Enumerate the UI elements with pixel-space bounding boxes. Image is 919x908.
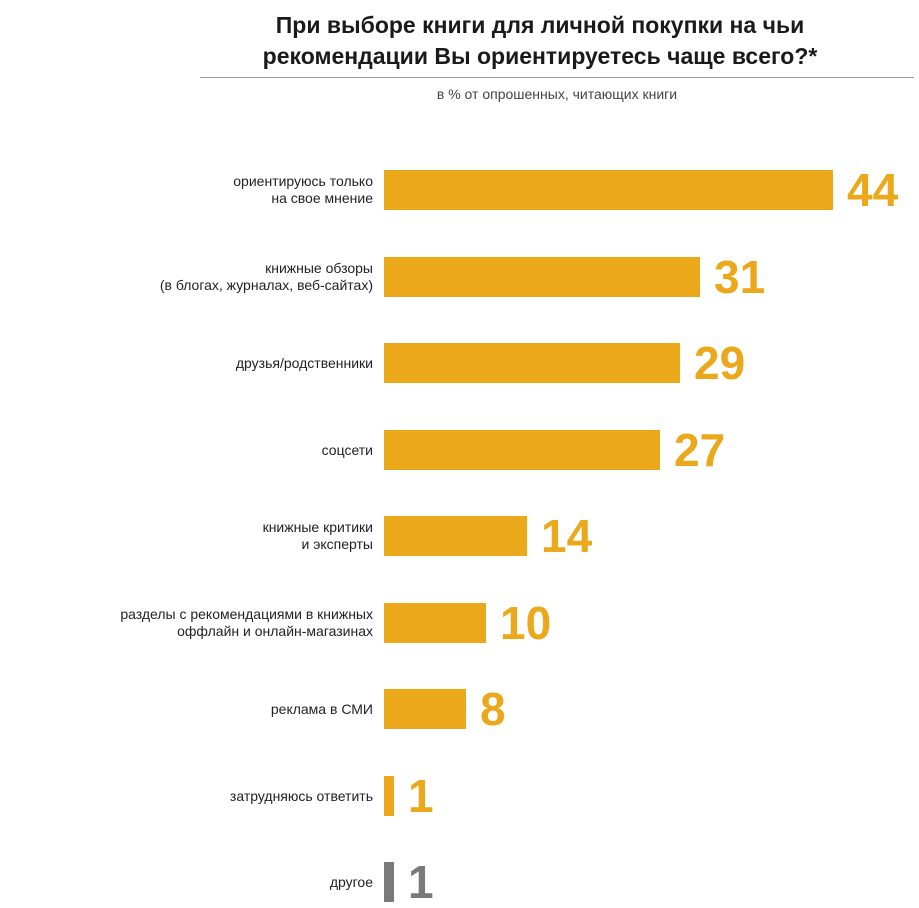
value-label: 1	[408, 770, 434, 822]
bar	[384, 257, 700, 297]
bar	[384, 776, 394, 816]
value-label: 31	[714, 251, 766, 303]
bar	[384, 862, 394, 902]
title-divider	[200, 77, 914, 78]
category-label: книжные обзоры (в блогах, журналах, веб-…	[159, 260, 373, 293]
bar	[384, 430, 660, 470]
bar	[384, 689, 466, 729]
chart-title: При выборе книги для личной покупки на ч…	[262, 12, 818, 69]
bar	[384, 343, 680, 383]
value-label: 8	[480, 683, 506, 735]
chart-subtitle: в % от опрошенных, читающих книги	[436, 86, 678, 102]
category-label: книжные критики и эксперты	[262, 519, 373, 552]
category-label: реклама в СМИ	[270, 700, 373, 717]
category-label: другое	[329, 873, 373, 890]
category-label: друзья/родственники	[235, 354, 373, 371]
value-label: 27	[674, 424, 726, 476]
value-label: 29	[694, 337, 746, 389]
bar-chart: ориентируюсь только на свое мнение 44 книж…	[120, 164, 899, 905]
value-label: 44	[847, 164, 899, 216]
value-label: 10	[500, 597, 552, 649]
bar	[384, 516, 527, 556]
category-label: соцсети	[321, 441, 373, 458]
category-label: разделы с рекомендациями в книжных оффла…	[120, 606, 373, 639]
category-label: затрудняюсь ответить	[229, 787, 373, 804]
category-label: ориентируюсь только на свое мнение	[233, 173, 373, 206]
bar	[384, 170, 833, 210]
bar	[384, 603, 486, 643]
value-label: 14	[541, 510, 593, 562]
value-label: 1	[408, 856, 434, 908]
